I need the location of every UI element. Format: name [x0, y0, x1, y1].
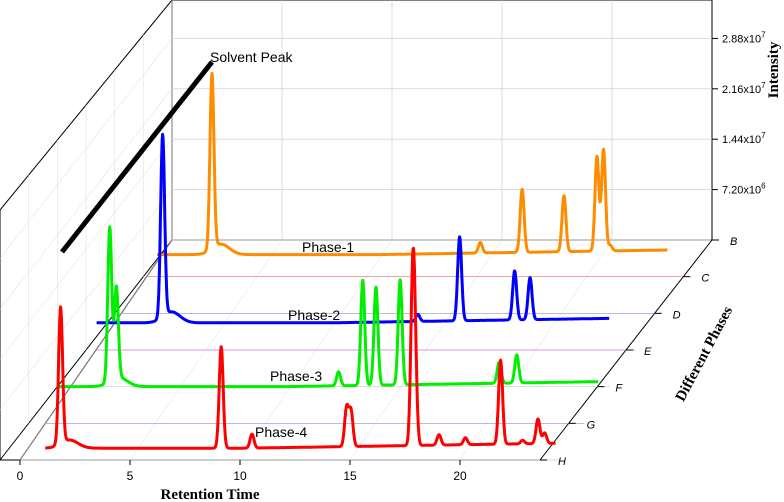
z-tick-label: 2.16x107 — [722, 81, 766, 96]
depth-tick-label: E — [644, 346, 652, 358]
x-axis-title: Retention Time — [160, 487, 259, 502]
depth-tick-label: F — [615, 383, 623, 395]
z-tick-label: 7.20x106 — [722, 182, 766, 197]
gridlines — [0, 0, 712, 461]
depth-tick-label: B — [730, 236, 737, 248]
axes-labels: 0 5 10 15 20 Retention Time 7.20x106 1.44x107 2.… — [17, 30, 782, 502]
x-tick-label: 20 — [453, 469, 467, 483]
x-tick-label: 5 — [127, 469, 134, 483]
series-line-phase-2 — [95, 132, 611, 325]
series-line-phase-3 — [58, 225, 600, 389]
series-label: Phase-1 — [302, 239, 354, 255]
series-label: Phase-3 — [270, 368, 322, 384]
solvent-peak-annotation: Solvent Peak — [210, 49, 293, 65]
z-tick-label: 1.44x107 — [722, 131, 766, 146]
depth-tick-label: C — [701, 273, 709, 285]
x-tick-label: 15 — [343, 469, 357, 483]
series-line-phase-4 — [44, 246, 557, 450]
depth-tick-label: D — [673, 309, 681, 321]
series-group: Phase-1 Phase-2 Phase-3 Phase-4 Solvent Peak — [44, 49, 669, 450]
depth-axis-title: Different Phases — [673, 304, 737, 404]
back-wall-frame — [171, 0, 713, 241]
z-tick-label: 2.88x107 — [722, 30, 766, 45]
series-label: Phase-4 — [255, 424, 307, 440]
depth-tick-label: G — [587, 419, 596, 431]
depth-tick-label: H — [558, 456, 566, 468]
x-tick-label: 10 — [233, 469, 247, 483]
series-label: Phase-2 — [288, 307, 340, 323]
chart-frame — [0, 0, 713, 461]
z-axis-title: Intensity — [766, 41, 782, 98]
solvent-peak-line — [60, 60, 214, 254]
series-line-phase-1 — [155, 71, 669, 257]
x-tick-label: 0 — [17, 469, 24, 483]
